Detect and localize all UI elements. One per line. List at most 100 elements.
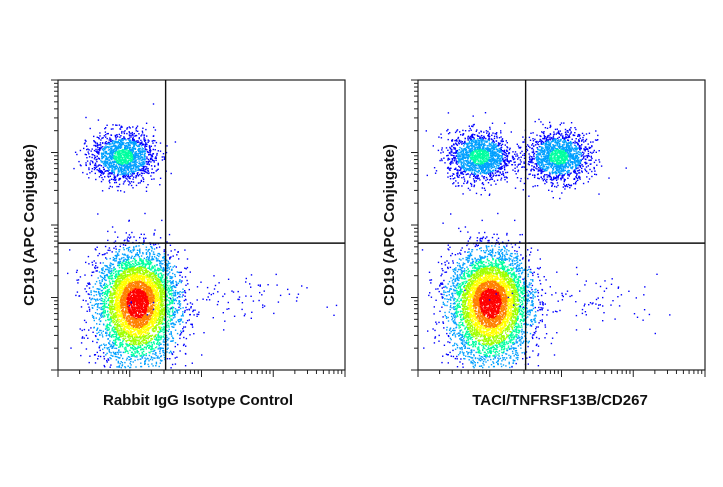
event-point: [144, 319, 146, 321]
event-point: [117, 334, 119, 336]
event-point: [100, 344, 103, 346]
event-point: [126, 316, 128, 319]
event-point: [119, 345, 121, 348]
event-point: [112, 351, 115, 353]
event-point: [103, 314, 106, 316]
event-point: [159, 310, 161, 312]
event-point: [132, 272, 134, 274]
event-point: [172, 300, 174, 302]
event-point: [150, 334, 152, 337]
event-point: [153, 304, 155, 307]
event-point: [125, 232, 127, 234]
event-point: [100, 308, 102, 310]
event-point: [133, 345, 135, 348]
event-point: [122, 270, 125, 273]
event-point: [189, 334, 191, 336]
event-point: [123, 322, 125, 324]
event-point: [148, 354, 151, 357]
event-point: [183, 326, 185, 328]
event-point: [137, 322, 140, 325]
event-point: [96, 323, 98, 325]
event-point: [159, 297, 161, 299]
event-point: [100, 329, 102, 332]
event-point: [134, 332, 136, 335]
event-point: [161, 308, 163, 310]
event-point: [149, 327, 151, 329]
event-point: [155, 306, 157, 309]
event-point: [154, 327, 156, 329]
event-point: [104, 264, 106, 267]
event-point: [172, 281, 174, 283]
event-point: [124, 361, 126, 364]
event-point: [163, 285, 166, 288]
event-point: [103, 307, 106, 309]
event-point: [108, 247, 111, 249]
event-point: [94, 354, 96, 356]
event-point: [171, 311, 174, 313]
event-point: [134, 351, 136, 353]
event-point: [142, 298, 144, 300]
event-point: [174, 286, 177, 289]
event-point: [151, 275, 153, 277]
event-point: [115, 353, 117, 356]
event-point: [99, 262, 102, 264]
event-point: [159, 348, 162, 350]
event-point: [146, 289, 148, 292]
event-point: [102, 300, 104, 303]
event-point: [127, 345, 129, 347]
event-point: [137, 340, 140, 342]
event-point: [148, 344, 151, 347]
event-point: [155, 297, 157, 300]
event-point: [137, 316, 139, 318]
event-point: [120, 319, 122, 321]
event-point: [132, 262, 134, 265]
event-point: [96, 246, 98, 248]
event-point: [155, 258, 158, 260]
event-point: [125, 321, 127, 324]
event-point: [141, 310, 143, 312]
event-point: [167, 312, 169, 314]
event-point: [115, 334, 118, 336]
event-point: [158, 319, 160, 321]
event-point: [163, 268, 166, 270]
event-point: [143, 290, 145, 293]
event-point: [144, 303, 146, 305]
event-point: [175, 280, 177, 283]
event-point: [116, 312, 118, 315]
event-point: [129, 301, 131, 304]
event-point: [144, 326, 146, 328]
event-point: [161, 330, 163, 332]
event-point: [132, 333, 134, 336]
event-point: [104, 315, 106, 318]
event-point: [111, 296, 113, 299]
event-point: [137, 267, 139, 269]
event-point: [121, 342, 123, 344]
event-point: [165, 283, 168, 286]
event-point: [136, 279, 138, 281]
event-point: [112, 329, 114, 331]
event-point: [110, 364, 112, 366]
event-point: [156, 299, 158, 302]
event-point: [159, 287, 161, 289]
event-point: [120, 321, 122, 323]
event-point: [171, 318, 173, 321]
event-point: [125, 311, 127, 313]
event-point: [120, 307, 122, 309]
event-point: [94, 283, 97, 285]
event-point: [135, 325, 138, 328]
event-point: [159, 343, 161, 346]
event-point: [165, 334, 168, 337]
event-point: [168, 333, 171, 335]
event-point: [163, 317, 165, 320]
event-point: [154, 273, 156, 275]
event-point: [108, 304, 110, 306]
event-point: [152, 253, 155, 255]
event-point: [127, 300, 130, 303]
event-point: [142, 325, 144, 327]
event-point: [107, 318, 109, 321]
event-point: [140, 332, 142, 334]
event-point: [151, 319, 153, 321]
event-point: [166, 263, 168, 265]
event-point: [145, 346, 147, 349]
event-point: [179, 305, 181, 307]
